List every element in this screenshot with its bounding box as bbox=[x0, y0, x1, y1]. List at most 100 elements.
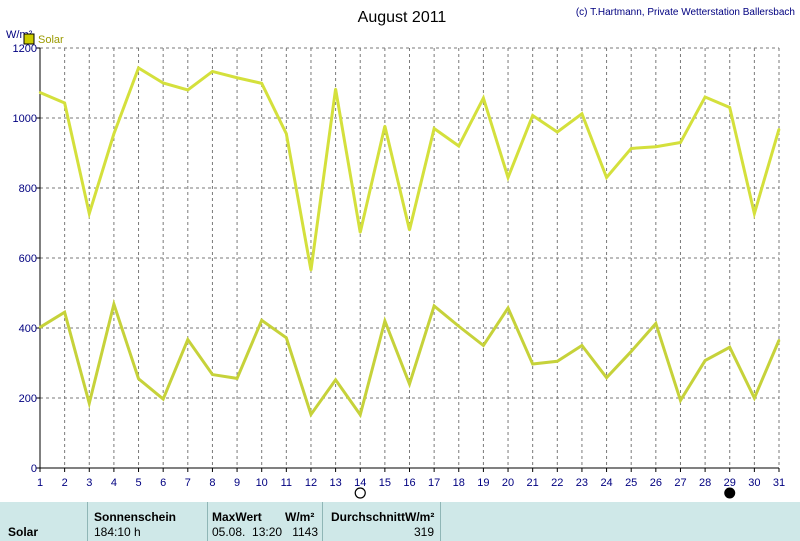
avg-header: DurchschnittW/m² bbox=[331, 510, 435, 524]
y-tick-label: 600 bbox=[19, 253, 37, 265]
avg-value: 319 bbox=[413, 525, 434, 539]
data-point bbox=[161, 397, 165, 401]
data-point bbox=[506, 306, 510, 310]
maxwert-unit: W/m² bbox=[285, 510, 315, 524]
sonnenschein-value: 184:10 h bbox=[94, 525, 141, 539]
maxwert-value: 1143 bbox=[292, 525, 318, 539]
data-point bbox=[63, 311, 66, 314]
data-point bbox=[457, 325, 460, 328]
y-tick-label: 800 bbox=[19, 183, 37, 195]
data-point bbox=[112, 132, 116, 135]
sonnenschein-header: Sonnenschein bbox=[94, 510, 177, 524]
data-point bbox=[235, 377, 239, 380]
data-point bbox=[137, 377, 140, 380]
data-point bbox=[580, 112, 584, 116]
data-point bbox=[359, 231, 362, 234]
data-point bbox=[408, 228, 411, 232]
data-point bbox=[580, 344, 584, 347]
data-point bbox=[605, 176, 608, 179]
y-tick-label: 1000 bbox=[13, 113, 37, 125]
x-tick-label: 23 bbox=[576, 477, 588, 489]
x-tick-label: 3 bbox=[86, 477, 92, 489]
x-tick-label: 24 bbox=[600, 477, 612, 489]
data-point bbox=[654, 322, 658, 325]
data-point bbox=[777, 339, 781, 342]
x-tick-label: 17 bbox=[428, 477, 440, 489]
data-point bbox=[186, 88, 189, 92]
data-point bbox=[211, 70, 214, 73]
x-tick-label: 25 bbox=[625, 477, 637, 489]
data-point bbox=[630, 147, 633, 150]
data-point bbox=[728, 346, 731, 349]
data-point bbox=[161, 81, 165, 85]
x-tick-label: 4 bbox=[111, 477, 117, 489]
x-tick-label: 8 bbox=[209, 477, 215, 489]
data-point bbox=[753, 212, 756, 215]
x-tick-label: 30 bbox=[748, 477, 760, 489]
x-tick-label: 10 bbox=[256, 477, 268, 489]
data-point bbox=[556, 130, 559, 134]
y-tick-label: 1200 bbox=[13, 43, 37, 55]
x-tick-label: 11 bbox=[281, 477, 292, 489]
x-tick-label: 18 bbox=[453, 477, 465, 489]
maxwert-date: 05.08. 13:20 bbox=[212, 525, 283, 539]
x-tick-label: 2 bbox=[62, 477, 68, 489]
data-point bbox=[38, 91, 42, 94]
data-point bbox=[432, 304, 436, 308]
y-tick-label: 400 bbox=[19, 323, 37, 335]
data-point bbox=[334, 87, 337, 91]
data-point bbox=[679, 399, 682, 402]
x-tick-label: 6 bbox=[160, 477, 166, 489]
x-tick-label: 26 bbox=[650, 477, 662, 489]
data-point bbox=[137, 66, 140, 70]
new-moon-icon bbox=[724, 487, 736, 499]
x-tick-label: 7 bbox=[185, 477, 191, 489]
x-tick-label: 27 bbox=[674, 477, 686, 489]
data-point bbox=[309, 413, 313, 416]
data-point bbox=[654, 145, 658, 148]
data-point bbox=[383, 124, 387, 128]
data-point bbox=[482, 96, 485, 100]
data-point bbox=[260, 82, 263, 85]
x-tick-label: 5 bbox=[135, 477, 141, 489]
data-point bbox=[728, 106, 731, 109]
data-point bbox=[679, 141, 682, 144]
x-tick-label: 15 bbox=[379, 477, 391, 489]
x-tick-label: 31 bbox=[773, 477, 785, 489]
x-tick-label: 29 bbox=[724, 477, 736, 489]
x-tick-label: 1 bbox=[37, 477, 43, 489]
x-tick-label: 21 bbox=[527, 477, 539, 489]
copyright-text: (c) T.Hartmann, Private Wetterstation Ba… bbox=[576, 7, 795, 18]
data-point bbox=[359, 413, 362, 416]
data-point bbox=[112, 303, 116, 306]
data-point bbox=[457, 144, 460, 148]
maxwert-header: MaxWert bbox=[212, 510, 262, 524]
row-label: Solar bbox=[8, 525, 39, 539]
data-point bbox=[506, 176, 510, 179]
data-point bbox=[777, 128, 781, 131]
summary-table: Solar Sonnenschein 184:10 h MaxWert W/m²… bbox=[0, 502, 800, 541]
x-tick-label: 28 bbox=[699, 477, 711, 489]
legend-swatch bbox=[23, 33, 35, 45]
data-point bbox=[556, 360, 559, 363]
data-point bbox=[703, 95, 707, 99]
x-tick-label: 12 bbox=[305, 477, 317, 489]
data-point bbox=[38, 326, 42, 329]
data-point bbox=[605, 376, 608, 379]
x-tick-label: 20 bbox=[502, 477, 514, 489]
data-point bbox=[88, 402, 91, 405]
x-tick-label: 16 bbox=[403, 477, 415, 489]
data-point bbox=[186, 338, 189, 341]
data-point bbox=[531, 362, 534, 366]
data-point bbox=[88, 212, 91, 215]
data-point bbox=[383, 319, 387, 323]
data-point bbox=[703, 359, 707, 362]
solar-chart: August 2011 (c) T.Hartmann, Private Wette… bbox=[6, 7, 795, 499]
y-tick-label: 200 bbox=[19, 393, 37, 405]
data-point bbox=[285, 336, 288, 339]
x-tick-label: 13 bbox=[329, 477, 341, 489]
data-point bbox=[235, 76, 239, 79]
data-point bbox=[753, 396, 756, 400]
x-tick-label: 22 bbox=[551, 477, 563, 489]
x-tick-label: 19 bbox=[477, 477, 489, 489]
